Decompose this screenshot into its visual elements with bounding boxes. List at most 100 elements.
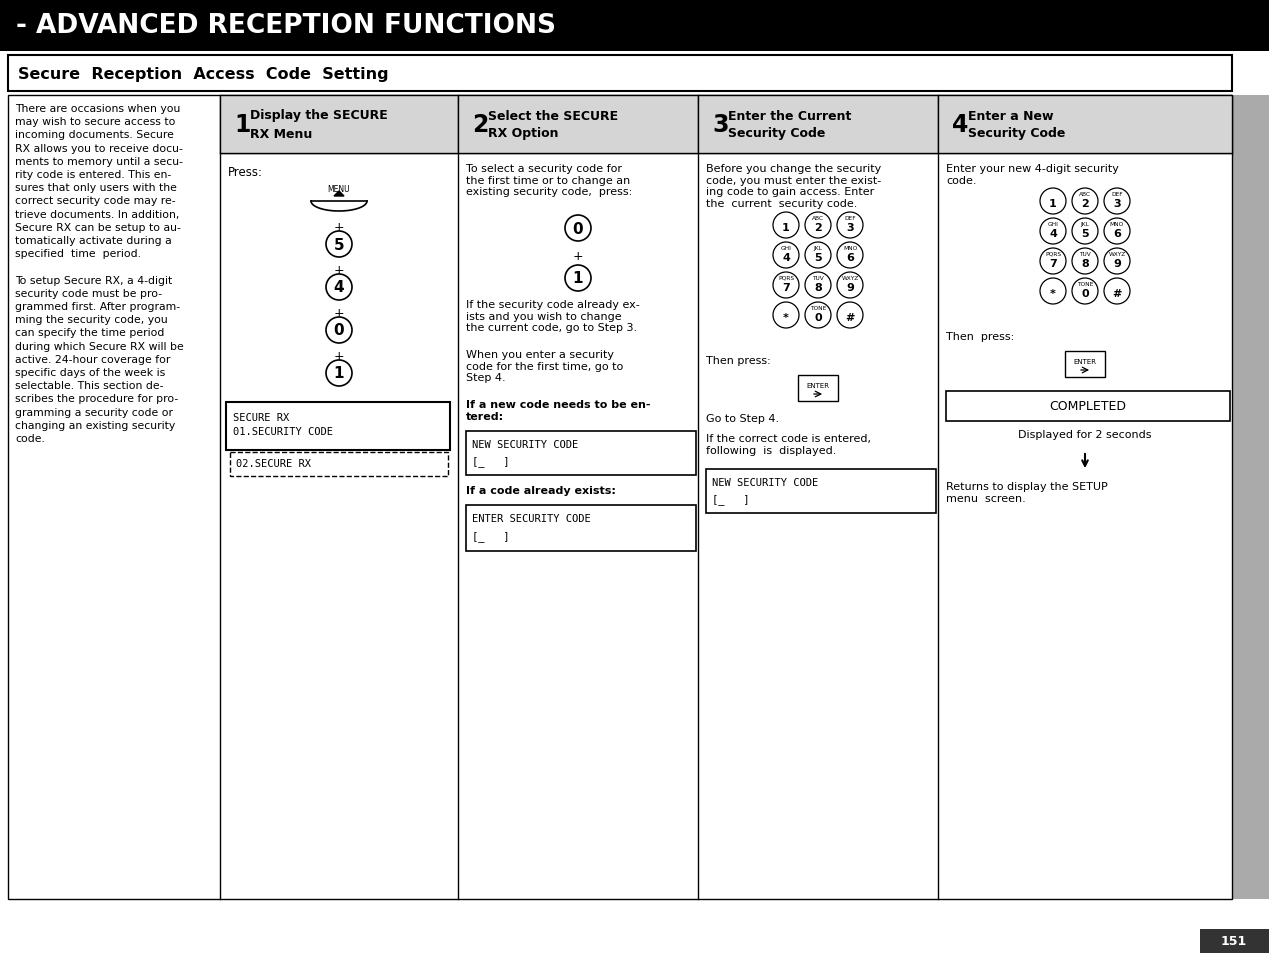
Text: Secure RX can be setup to au-: Secure RX can be setup to au- [15,223,181,233]
Text: ABC: ABC [1079,192,1091,196]
Text: If the security code already ex-
ists and you wish to change
the current code, g: If the security code already ex- ists an… [466,299,640,333]
Text: JKL: JKL [1081,222,1090,227]
Circle shape [1072,219,1098,245]
Text: ments to memory until a secu-: ments to memory until a secu- [15,156,183,167]
Circle shape [326,317,352,344]
Text: NEW SECURITY CODE: NEW SECURITY CODE [712,477,819,488]
Text: ABC: ABC [812,215,824,221]
Text: MENU: MENU [327,185,350,194]
Text: Then press:: Then press: [706,355,770,366]
Text: 3: 3 [1113,199,1121,209]
Text: Enter a New: Enter a New [968,110,1053,122]
Circle shape [1041,189,1066,214]
Text: Enter your new 4-digit security
code.: Enter your new 4-digit security code. [945,164,1119,186]
Text: To setup Secure RX, a 4-digit: To setup Secure RX, a 4-digit [15,275,173,285]
Text: DEF: DEF [844,215,855,221]
Text: 9: 9 [846,283,854,293]
Text: 3: 3 [712,112,728,137]
Bar [698,96,938,153]
Bar [1200,929,1269,953]
Text: ming the security code, you: ming the security code, you [15,314,168,325]
Text: 4: 4 [1049,229,1057,239]
Text: GHI: GHI [1048,222,1058,227]
Text: Secure  Reception  Access  Code  Setting: Secure Reception Access Code Setting [18,67,388,81]
Text: DEF: DEF [1112,192,1123,196]
Text: PQRS: PQRS [778,275,794,281]
Text: can specify the time period: can specify the time period [15,328,165,338]
Text: RX Menu: RX Menu [250,128,312,140]
Text: WXYZ: WXYZ [1108,252,1126,256]
Bar [230,453,448,476]
Text: SECURE RX: SECURE RX [233,413,289,422]
Text: 5: 5 [334,237,344,253]
Text: 0: 0 [815,313,822,323]
Text: 8: 8 [1081,258,1089,269]
Bar [0,0,1269,52]
Bar [706,470,937,514]
Text: +: + [572,250,584,263]
Text: MNO: MNO [843,246,857,251]
Text: 01.SECURITY CODE: 01.SECURITY CODE [233,427,332,436]
Text: [_   ]: [_ ] [472,531,509,541]
Text: Display the SECURE: Display the SECURE [250,110,388,122]
Bar [938,96,1232,153]
Text: ENTER: ENTER [1074,358,1096,365]
Text: Go to Step 4.: Go to Step 4. [706,414,779,423]
Text: RX allows you to receive docu-: RX allows you to receive docu- [15,144,183,153]
Text: 2: 2 [472,112,489,137]
Text: ENTER SECURITY CODE: ENTER SECURITY CODE [472,514,591,523]
Bar [466,505,695,552]
Text: changing an existing security: changing an existing security [15,420,175,431]
Text: gramming a security code or: gramming a security code or [15,407,173,417]
Text: may wish to secure access to: may wish to secure access to [15,117,175,127]
Text: grammed first. After program-: grammed first. After program- [15,302,180,312]
Text: 1: 1 [1049,199,1057,209]
Text: 3: 3 [846,223,854,233]
Circle shape [565,266,591,292]
Text: 7: 7 [1049,258,1057,269]
Text: [_   ]: [_ ] [472,456,509,466]
Text: 8: 8 [815,283,822,293]
Text: - ADVANCED RECEPTION FUNCTIONS: - ADVANCED RECEPTION FUNCTIONS [16,13,556,39]
Text: If the correct code is entered,
following  is  displayed.: If the correct code is entered, followin… [706,434,871,456]
Circle shape [1072,249,1098,274]
Circle shape [1041,278,1066,305]
Circle shape [1104,219,1129,245]
Bar [466,432,695,476]
Bar [458,96,698,153]
Text: specified  time  period.: specified time period. [15,249,141,259]
Circle shape [773,213,799,239]
Text: 4: 4 [782,253,789,263]
Text: 1: 1 [334,366,344,381]
Circle shape [1072,189,1098,214]
Text: 9: 9 [1113,258,1121,269]
Text: 1: 1 [782,223,789,233]
Text: Enter the Current: Enter the Current [728,110,851,122]
Bar [1233,96,1269,899]
Text: 0: 0 [572,221,584,236]
Text: tomatically activate during a: tomatically activate during a [15,235,171,246]
Circle shape [773,303,799,329]
Text: *: * [1049,289,1056,298]
Text: There are occasions when you: There are occasions when you [15,104,180,113]
Text: 6: 6 [1113,229,1121,239]
Text: PQRS: PQRS [1044,252,1061,256]
Text: 151: 151 [1221,935,1247,947]
Bar [8,56,1232,91]
Text: 4: 4 [334,280,344,295]
Text: If a new code needs to be en-
tered:: If a new code needs to be en- tered: [466,399,651,421]
Circle shape [1041,249,1066,274]
Text: 02.SECURE RX: 02.SECURE RX [236,458,311,469]
Text: Then  press:: Then press: [945,332,1014,341]
Circle shape [1104,249,1129,274]
Text: sures that only users with the: sures that only users with the [15,183,176,193]
Text: Select the SECURE: Select the SECURE [489,110,618,122]
Text: TONE: TONE [810,306,826,311]
Bar [8,96,1232,899]
Text: TUV: TUV [812,275,824,281]
Text: code.: code. [15,434,44,443]
Text: +: + [334,221,344,233]
Text: correct security code may re-: correct security code may re- [15,196,175,206]
Text: 2: 2 [815,223,822,233]
Text: #: # [845,313,855,323]
